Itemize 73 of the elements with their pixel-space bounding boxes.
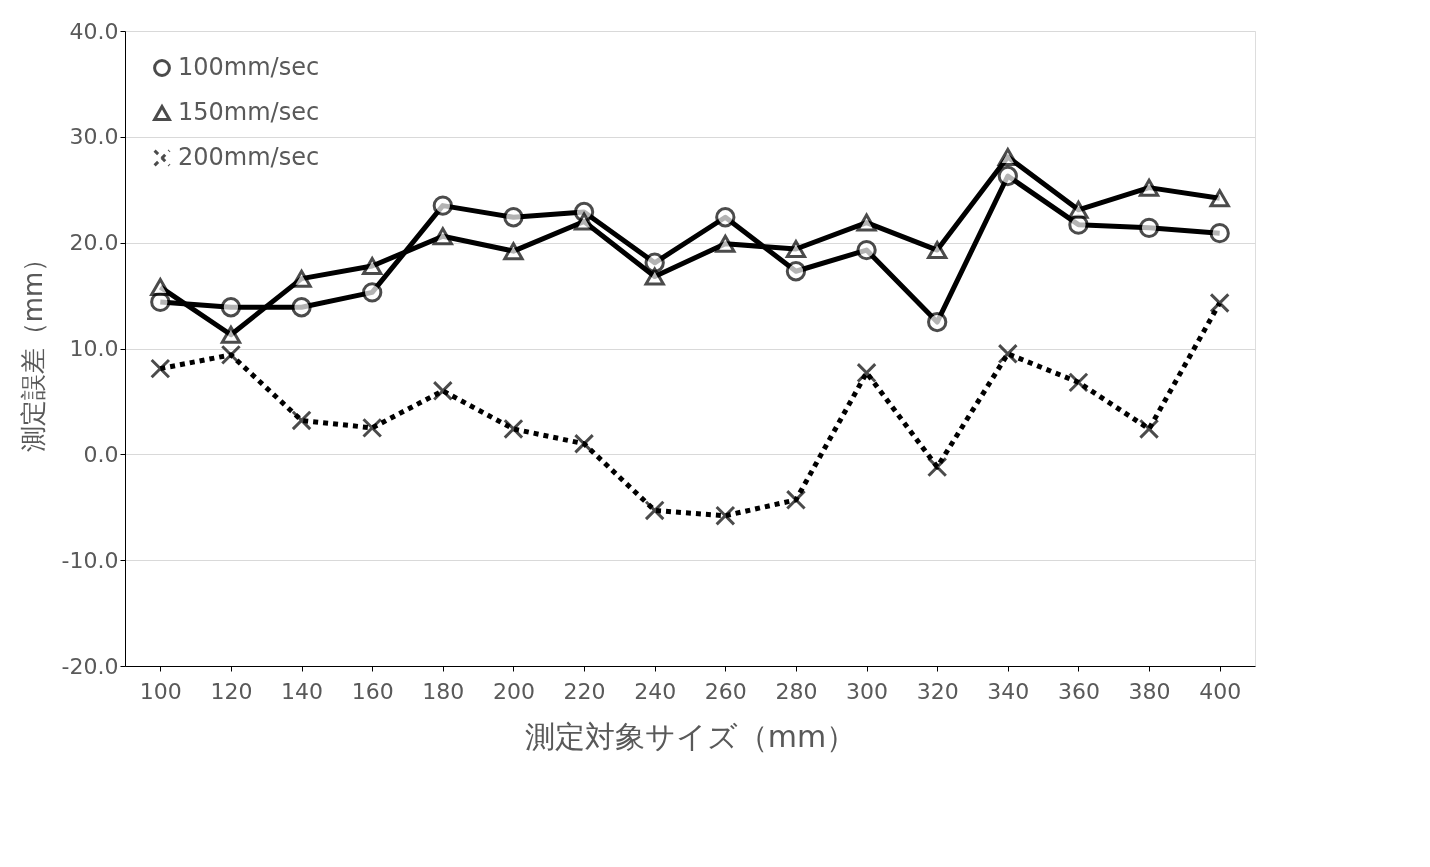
y-tick-label: 0.0 xyxy=(83,441,119,467)
x-tick-label: 280 xyxy=(775,678,818,704)
x-tick-label: 160 xyxy=(351,678,394,704)
x-axis-title: 測定対象サイズ（mm） xyxy=(524,718,857,754)
point xyxy=(1138,418,1160,440)
x-tick-label: 240 xyxy=(634,678,677,704)
x-tick-label: 380 xyxy=(1128,678,1171,704)
y-axis-title: 測定誤差（mm） xyxy=(17,245,48,453)
point xyxy=(1209,292,1230,314)
point xyxy=(997,343,1018,364)
point xyxy=(1068,200,1089,219)
y-tick-label: 10.0 xyxy=(69,336,119,361)
point xyxy=(291,410,312,431)
point xyxy=(573,433,595,454)
point xyxy=(927,456,948,478)
point xyxy=(715,234,736,253)
x-tick-label: 200 xyxy=(492,678,535,704)
point xyxy=(432,195,453,216)
point xyxy=(291,297,312,318)
y-tick-label: 30.0 xyxy=(69,124,119,150)
y-tick-label: 40.0 xyxy=(69,18,119,44)
point xyxy=(362,256,383,275)
point xyxy=(432,227,453,246)
x-tick-label: 220 xyxy=(563,678,606,704)
point xyxy=(927,241,948,260)
y-tick-label: 20.0 xyxy=(69,230,119,256)
point xyxy=(1209,223,1230,244)
point xyxy=(715,505,736,526)
point xyxy=(1209,189,1230,208)
x-tick-label: 100 xyxy=(139,678,182,704)
x-tick-label: 340 xyxy=(987,678,1030,704)
x-tick-label: 360 xyxy=(1057,678,1100,704)
point xyxy=(150,358,171,379)
x-tick-label: 180 xyxy=(422,678,465,704)
point xyxy=(785,240,807,259)
point xyxy=(856,239,877,261)
point xyxy=(997,147,1018,166)
point xyxy=(715,207,736,228)
y-tick-label: -20.0 xyxy=(61,653,119,679)
point xyxy=(432,380,453,401)
x-tick-label: 320 xyxy=(916,678,959,704)
x-tick-label: 300 xyxy=(846,678,889,704)
x-tick-label: 140 xyxy=(281,678,324,704)
point xyxy=(362,417,383,439)
x-tick-label: 260 xyxy=(704,678,747,704)
point xyxy=(785,489,807,510)
point xyxy=(503,418,524,440)
x-tick-label: 400 xyxy=(1199,678,1242,704)
point xyxy=(997,165,1018,187)
point xyxy=(644,500,665,521)
point xyxy=(220,325,242,344)
point xyxy=(644,267,665,286)
legend-label: 200mm/sec xyxy=(178,143,320,171)
point xyxy=(291,269,312,288)
point xyxy=(785,261,807,282)
point xyxy=(856,213,877,232)
point xyxy=(573,212,595,231)
point xyxy=(220,297,242,318)
point xyxy=(362,282,383,303)
point xyxy=(1138,217,1160,238)
point xyxy=(1068,372,1089,393)
point xyxy=(644,252,665,273)
point xyxy=(503,242,524,261)
point xyxy=(220,344,242,366)
point xyxy=(856,362,877,383)
y-tick-label: -10.0 xyxy=(61,547,119,573)
legend-label: 100mm/sec xyxy=(178,53,320,81)
point xyxy=(150,278,171,297)
x-tick-label: 120 xyxy=(210,678,253,704)
point xyxy=(503,207,524,228)
point xyxy=(927,311,948,333)
legend-label: 150mm/sec xyxy=(178,98,320,126)
point xyxy=(1138,178,1160,197)
